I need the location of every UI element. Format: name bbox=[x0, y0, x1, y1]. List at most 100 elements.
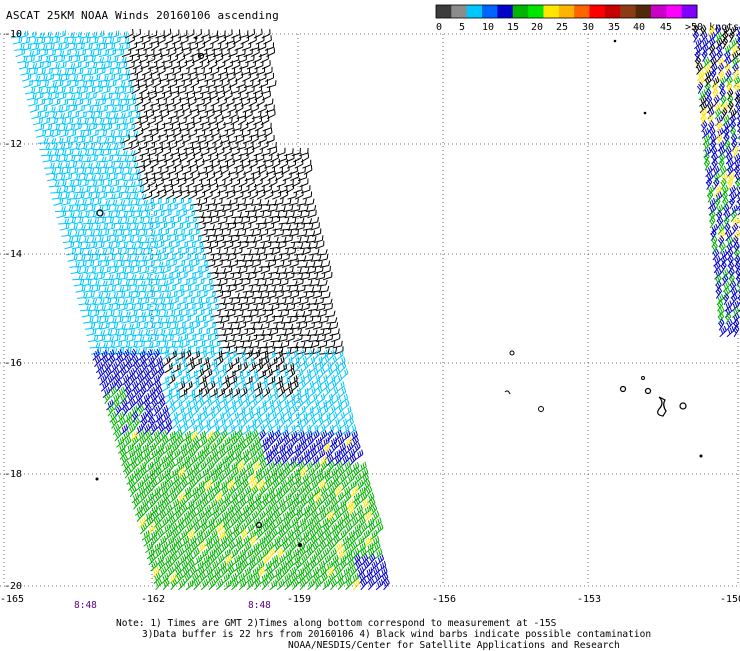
wind-barb bbox=[25, 87, 35, 93]
wind-barb bbox=[278, 305, 288, 311]
wind-barb bbox=[254, 29, 262, 38]
wind-barb bbox=[80, 305, 90, 311]
island bbox=[510, 351, 514, 355]
wind-barb bbox=[241, 249, 251, 255]
lat-label: -10 bbox=[4, 29, 22, 40]
wind-barb bbox=[196, 450, 203, 460]
wind-barb bbox=[285, 242, 295, 249]
wind-barb bbox=[247, 579, 254, 590]
wind-barbs bbox=[11, 25, 740, 590]
wind-barb bbox=[368, 548, 374, 559]
wind-barb bbox=[273, 369, 280, 379]
wind-barb bbox=[215, 405, 221, 416]
wind-barb bbox=[272, 311, 282, 317]
wind-barb bbox=[116, 349, 122, 360]
wind-barb bbox=[82, 310, 92, 317]
wind-barb bbox=[267, 80, 276, 87]
latitude-labels: -10-12-14-16-18-20 bbox=[4, 29, 22, 592]
wind-barb bbox=[333, 450, 340, 460]
wind-barb bbox=[168, 431, 175, 441]
wind-barb bbox=[136, 43, 145, 51]
wind-barb bbox=[47, 174, 57, 180]
wind-barb bbox=[380, 567, 387, 577]
island bbox=[621, 387, 626, 392]
wind-barb bbox=[93, 350, 100, 361]
lat-label: -14 bbox=[4, 249, 22, 260]
wind-barb bbox=[185, 235, 194, 242]
wind-barb bbox=[286, 554, 293, 565]
wind-barb bbox=[235, 255, 245, 261]
wind-barb bbox=[727, 326, 734, 337]
wind-barb bbox=[193, 381, 200, 391]
wind-barb bbox=[708, 120, 714, 132]
wind-barb bbox=[730, 281, 736, 292]
wind-barb bbox=[108, 349, 114, 360]
time-label: 8:48 bbox=[248, 600, 271, 611]
wind-barb bbox=[80, 125, 90, 131]
lon-label: -162 bbox=[141, 594, 165, 605]
wind-barb bbox=[46, 169, 56, 175]
wind-barb bbox=[220, 400, 227, 410]
island bbox=[96, 478, 99, 481]
wind-barb bbox=[63, 237, 73, 243]
wind-barb bbox=[280, 449, 286, 460]
wind-barb bbox=[730, 192, 737, 203]
wind-barb bbox=[72, 274, 83, 279]
wind-barb bbox=[257, 393, 264, 404]
lat-label: -16 bbox=[4, 358, 22, 369]
wind-barb bbox=[314, 492, 321, 503]
wind-barb bbox=[212, 285, 222, 292]
islands bbox=[96, 37, 703, 548]
wind-barb bbox=[143, 393, 150, 404]
wind-barb bbox=[213, 317, 223, 324]
wind-barb bbox=[88, 335, 98, 342]
wind-barb bbox=[254, 330, 264, 336]
wind-barb bbox=[714, 95, 720, 106]
wind-barb bbox=[698, 76, 705, 87]
wind-barb bbox=[19, 62, 28, 69]
wind-barb bbox=[334, 455, 341, 466]
wind-barb bbox=[715, 25, 721, 36]
wind-barb bbox=[193, 212, 203, 218]
wind-barb bbox=[180, 418, 187, 429]
wind-barb bbox=[302, 505, 309, 515]
wind-barb bbox=[99, 229, 108, 236]
wind-barb bbox=[208, 268, 218, 274]
wind-barb bbox=[211, 310, 220, 317]
wind-barb bbox=[71, 267, 81, 274]
wind-barb bbox=[38, 138, 49, 144]
lat-label: -12 bbox=[4, 139, 22, 150]
wind-barb bbox=[230, 462, 237, 472]
wind-barb bbox=[44, 163, 55, 168]
wind-barb bbox=[77, 293, 87, 299]
wind-barb bbox=[152, 167, 161, 175]
wind-barb bbox=[178, 30, 187, 38]
lon-label: -165 bbox=[0, 594, 24, 605]
island bbox=[195, 37, 198, 40]
wind-barb bbox=[180, 68, 189, 75]
wind-barb bbox=[41, 150, 52, 156]
wind-barb bbox=[52, 193, 62, 199]
wind-barb bbox=[143, 449, 150, 460]
wind-barb bbox=[227, 480, 234, 491]
island bbox=[505, 391, 510, 394]
wind-barb bbox=[236, 261, 246, 268]
island bbox=[700, 455, 703, 458]
wind-barb bbox=[49, 181, 59, 187]
wind-barb bbox=[706, 95, 712, 107]
wind-barb bbox=[172, 474, 179, 485]
wind-barb bbox=[245, 323, 255, 329]
wind-barb bbox=[302, 393, 309, 403]
lat-label: -18 bbox=[4, 469, 22, 480]
wind-barb bbox=[297, 262, 307, 268]
wind-barb bbox=[90, 343, 101, 348]
wind-barb bbox=[235, 223, 245, 230]
wind-barb bbox=[273, 317, 283, 323]
wind-barb bbox=[265, 42, 274, 50]
wind-barb bbox=[267, 142, 276, 150]
wind-barb bbox=[52, 75, 62, 82]
wind-barb bbox=[266, 135, 274, 143]
wind-barb bbox=[726, 153, 732, 164]
wind-barb bbox=[302, 160, 310, 168]
